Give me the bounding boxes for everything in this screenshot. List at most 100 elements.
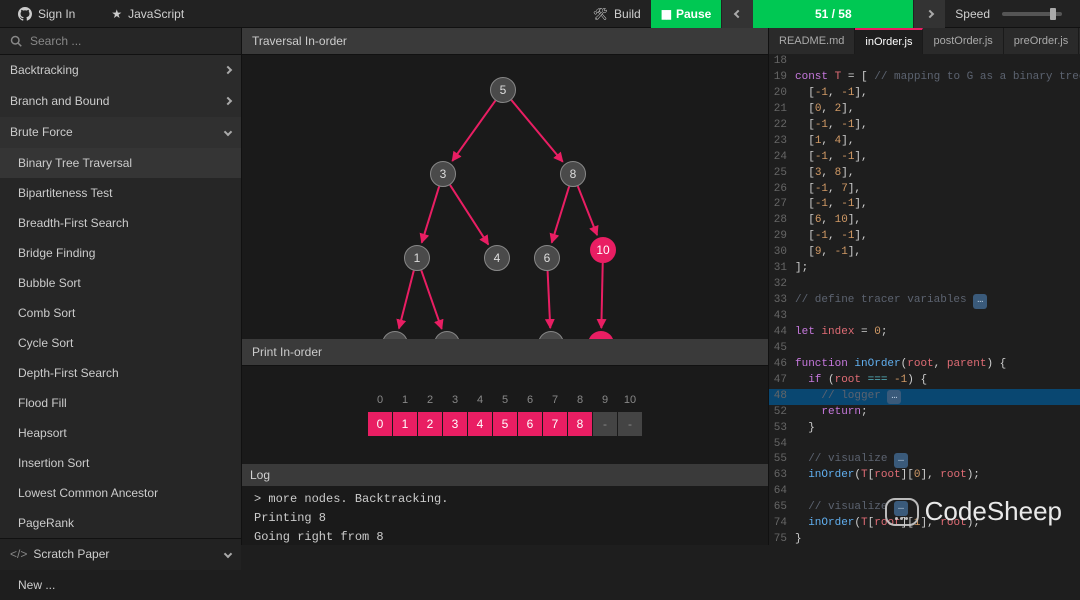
search-icon [10, 35, 22, 47]
sign-in-button[interactable]: Sign In [8, 0, 85, 28]
sidebar-item[interactable]: Cycle Sort [0, 328, 241, 358]
step-nav: 51 / 58 [721, 0, 945, 28]
log-title-label: Log [250, 468, 270, 482]
code-line: 74 inOrder(T[root][1], root); [769, 516, 1080, 532]
sidebar-item[interactable]: Comb Sort [0, 298, 241, 328]
code-line: 18 [769, 54, 1080, 70]
code-line: 53 } [769, 421, 1080, 437]
tree-node[interactable]: 10 [590, 237, 616, 263]
code-line: 48 // logger … [769, 389, 1080, 405]
log-panel: Log > more nodes. Backtracking. Printing… [242, 464, 768, 545]
code-body[interactable]: 1819const T = [ // mapping to G as a bin… [769, 54, 1080, 545]
tree-node[interactable]: 4 [484, 245, 510, 271]
chevron-down-icon [224, 550, 232, 558]
code-line: 28 [6, 10], [769, 213, 1080, 229]
code-line: 31]; [769, 261, 1080, 277]
new-scratch-button[interactable]: New ... [0, 570, 241, 600]
index-cell: 5 [493, 394, 517, 406]
scratch-paper-button[interactable]: </>Scratch Paper [0, 539, 241, 570]
sidebar-item[interactable]: Bridge Finding [0, 238, 241, 268]
index-cell: 3 [443, 394, 467, 406]
code-line: 64 [769, 484, 1080, 500]
log-title: Log [242, 464, 768, 486]
code-line: 26 [-1, 7], [769, 182, 1080, 198]
code-line: 32 [769, 277, 1080, 293]
chevron-icon [224, 97, 232, 105]
code-line: 29 [-1, -1], [769, 229, 1080, 245]
value-cell: 7 [543, 412, 567, 436]
language-label: JavaScript [128, 7, 184, 21]
code-line: 23 [1, 4], [769, 134, 1080, 150]
sign-in-label: Sign In [38, 7, 75, 21]
index-cell: 2 [418, 394, 442, 406]
editor-tab[interactable]: README.md [769, 28, 855, 54]
tree-node[interactable]: 5 [490, 77, 516, 103]
tree-node[interactable]: 3 [430, 161, 456, 187]
sidebar-item[interactable]: Lowest Common Ancestor [0, 478, 241, 508]
speed-label: Speed [955, 7, 990, 21]
chevron-icon [224, 128, 232, 136]
code-line: 44let index = 0; [769, 325, 1080, 341]
sidebar-item[interactable]: Bubble Sort [0, 268, 241, 298]
index-cell: 4 [468, 394, 492, 406]
scratch-label: Scratch Paper [33, 547, 109, 561]
value-row: 012345678-- [368, 412, 642, 436]
code-line: 47 if (root === -1) { [769, 373, 1080, 389]
index-cell: 7 [543, 394, 567, 406]
step-back-button[interactable] [721, 0, 753, 28]
value-cell: 1 [393, 412, 417, 436]
editor-tab[interactable]: inOrder.js [855, 28, 923, 54]
sidebar-item[interactable]: PageRank [0, 508, 241, 538]
editor-tabs: README.mdinOrder.jspostOrder.jspreOrder.… [769, 28, 1080, 54]
sidebar-category[interactable]: Brute Force [0, 117, 241, 148]
editor-tab[interactable]: preOrder.js [1004, 28, 1079, 54]
sidebar-category[interactable]: Backtracking [0, 55, 241, 86]
code-line: 43 [769, 309, 1080, 325]
sidebar-item[interactable]: Breadth-First Search [0, 208, 241, 238]
pause-button[interactable]: ▮▮ Pause [651, 0, 722, 28]
code-line: 63 inOrder(T[root][0], root); [769, 468, 1080, 484]
editor-tab[interactable]: postOrder.js [923, 28, 1003, 54]
step-progress[interactable]: 51 / 58 [753, 0, 913, 28]
speed-slider[interactable] [1002, 12, 1062, 16]
sidebar-item[interactable]: Bipartiteness Test [0, 178, 241, 208]
value-cell: 5 [493, 412, 517, 436]
build-button[interactable]: 🛠 Build [583, 0, 651, 28]
wrench-icon: 🛠 [593, 7, 608, 21]
sidebar-item[interactable]: Heapsort [0, 418, 241, 448]
sidebar-category[interactable]: Branch and Bound [0, 86, 241, 117]
index-cell: 9 [593, 394, 617, 406]
tree-visualization: 538146100279 [242, 55, 768, 339]
code-line: 55 // visualize … [769, 452, 1080, 468]
code-line: 21 [0, 2], [769, 102, 1080, 118]
value-cell: 3 [443, 412, 467, 436]
tree-node[interactable]: 1 [404, 245, 430, 271]
value-cell: 0 [368, 412, 392, 436]
code-line: 22 [-1, -1], [769, 118, 1080, 134]
sidebar-item[interactable]: Flood Fill [0, 388, 241, 418]
index-row: 012345678910 [368, 394, 643, 406]
index-cell: 1 [393, 394, 417, 406]
index-cell: 8 [568, 394, 592, 406]
sidebar-item[interactable]: Insertion Sort [0, 448, 241, 478]
sidebar-item[interactable]: Binary Tree Traversal [0, 148, 241, 178]
language-button[interactable]: ★ JavaScript [101, 0, 194, 28]
sidebar-item[interactable]: Depth-First Search [0, 358, 241, 388]
tree-node[interactable]: 8 [560, 161, 586, 187]
build-label: Build [614, 7, 641, 21]
chevron-right-icon [926, 9, 934, 17]
speed-control: Speed [945, 0, 1072, 28]
tree-node[interactable]: 6 [534, 245, 560, 271]
code-line: 75} [769, 532, 1080, 545]
code-line: 27 [-1, -1], [769, 197, 1080, 213]
github-icon [18, 7, 32, 21]
step-forward-button[interactable] [913, 0, 945, 28]
search-input[interactable]: Search ... [0, 28, 241, 55]
chevron-icon [224, 66, 232, 74]
value-cell: 6 [518, 412, 542, 436]
log-line: Going right from 8 [254, 528, 756, 545]
pause-label: Pause [676, 7, 711, 21]
index-cell: 0 [368, 394, 392, 406]
print-panel: 0123456789 10 012345678-- [242, 366, 768, 464]
center-panel: Traversal In-order 538146100279 Print In… [242, 28, 768, 545]
